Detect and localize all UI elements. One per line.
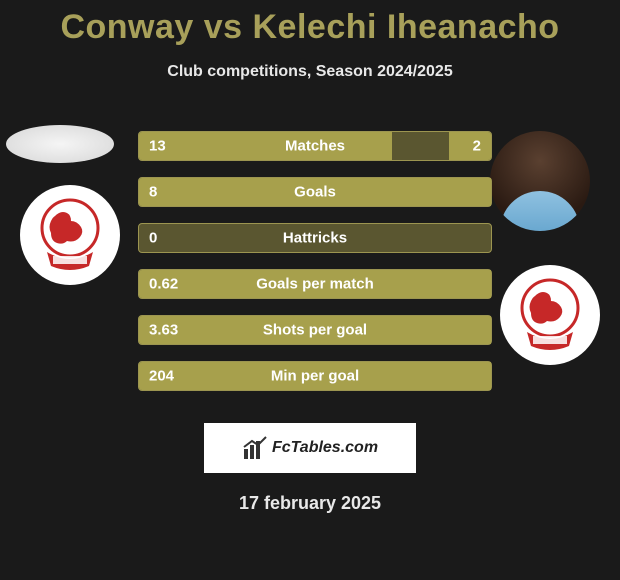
page-title: Conway vs Kelechi Iheanacho: [0, 0, 620, 47]
stat-bar: 132Matches: [138, 131, 492, 161]
club-right-badge: [500, 265, 600, 365]
brand-box: FcTables.com: [204, 423, 416, 473]
brand-icon: [242, 435, 268, 461]
bar-label: Hattricks: [139, 230, 491, 247]
shield-icon: [35, 196, 105, 274]
shield-icon: [515, 276, 585, 354]
bar-label: Matches: [139, 138, 491, 155]
bar-label: Min per goal: [139, 368, 491, 385]
comparison-panel: 132Matches 8Goals 0Hattricks 0.62Goals per …: [0, 125, 620, 514]
bar-label: Shots per goal: [139, 322, 491, 339]
stat-bar: 0.62Goals per match: [138, 269, 492, 299]
stat-bars: 132Matches 8Goals 0Hattricks 0.62Goals per …: [138, 131, 492, 407]
club-left-badge: [20, 185, 120, 285]
stat-bar: 3.63Shots per goal: [138, 315, 492, 345]
stat-bar: 8Goals: [138, 177, 492, 207]
brand-label: FcTables.com: [272, 439, 378, 457]
bar-label: Goals: [139, 184, 491, 201]
page-subtitle: Club competitions, Season 2024/2025: [0, 63, 620, 81]
stat-bar: 0Hattricks: [138, 223, 492, 253]
player-right-avatar: [490, 131, 590, 231]
stat-bar: 204Min per goal: [138, 361, 492, 391]
player-left-avatar: [6, 125, 114, 163]
bar-label: Goals per match: [139, 276, 491, 293]
date-label: 17 february 2025: [0, 493, 620, 514]
